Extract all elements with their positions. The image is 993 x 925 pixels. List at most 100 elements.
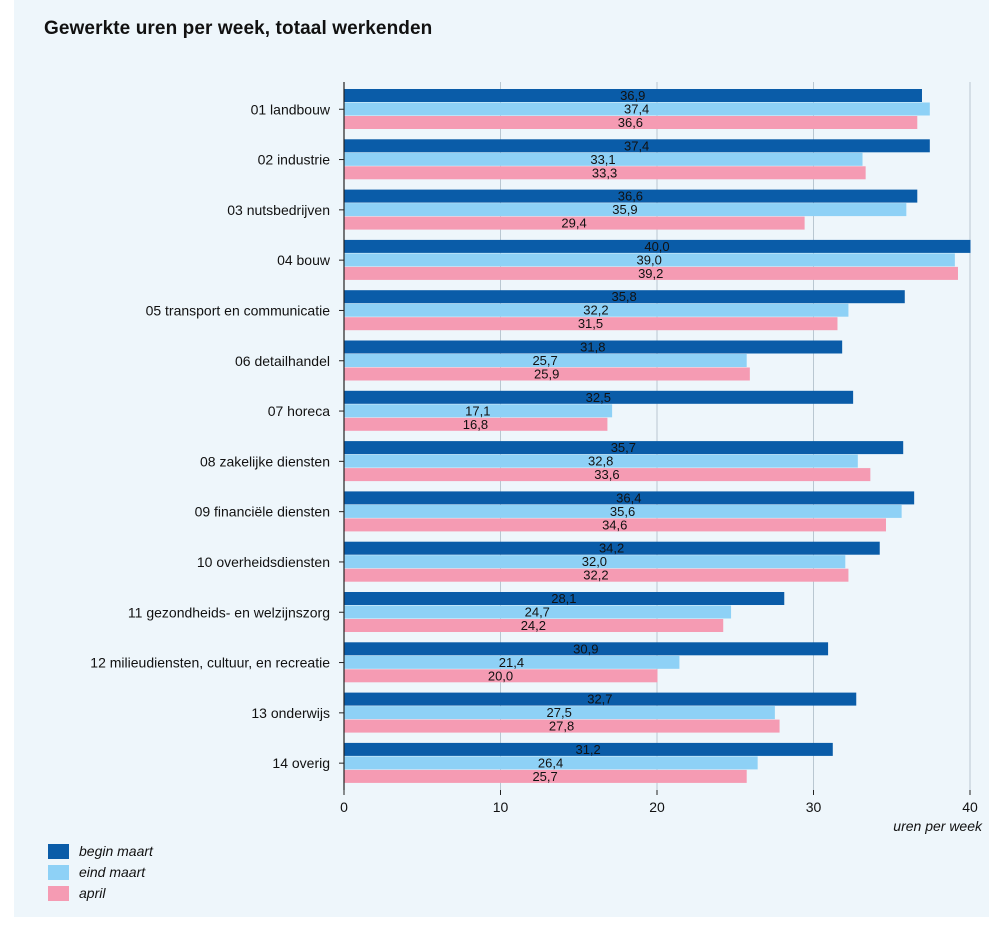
legend-item: eind maart	[48, 862, 153, 882]
bar-value-label: 35,8	[611, 289, 636, 304]
bar-value-label: 24,2	[521, 618, 546, 633]
legend-label: begin maart	[79, 843, 153, 859]
bar-value-label: 37,4	[624, 138, 649, 153]
bar-eind-maart	[344, 454, 858, 468]
bar-april	[344, 669, 658, 683]
bar-value-label: 39,2	[638, 266, 663, 281]
x-tick-label-40: 40	[962, 799, 978, 815]
bar-eind-maart	[344, 203, 907, 217]
bar-value-label: 20,0	[488, 668, 513, 683]
bar-eind-maart	[344, 706, 775, 720]
legend: begin maart eind maart april	[48, 841, 153, 904]
bar-begin-maart	[344, 491, 915, 505]
bar-value-label: 17,1	[465, 403, 490, 418]
category-label: 12 milieudiensten, cultuur, en recreatie	[90, 655, 330, 671]
bar-begin-maart	[344, 139, 930, 153]
category-label: 10 overheidsdiensten	[197, 554, 330, 570]
bar-eind-maart	[344, 354, 747, 367]
bar-begin-maart	[344, 692, 857, 706]
bar-eind-maart	[344, 253, 955, 267]
x-axis-label: uren per week	[893, 818, 983, 834]
bars	[344, 89, 971, 783]
bar-eind-maart	[344, 152, 863, 166]
legend-label: april	[79, 885, 106, 901]
bar-value-label: 32,0	[582, 554, 607, 569]
bar-value-label: 34,2	[599, 541, 624, 556]
bar-eind-maart	[344, 303, 849, 317]
bar-value-label: 32,7	[587, 692, 612, 707]
bar-value-label: 40,0	[644, 239, 669, 254]
category-label: 06 detailhandel	[235, 353, 330, 369]
bar-april	[344, 719, 780, 733]
bar-begin-maart	[344, 441, 904, 455]
bar-value-label: 32,2	[583, 303, 608, 318]
bar-april	[344, 769, 747, 783]
bar-value-label: 24,7	[525, 605, 550, 620]
bar-eind-maart	[344, 756, 758, 770]
bar-april	[344, 619, 724, 632]
bar-eind-maart	[344, 504, 902, 518]
legend-swatch	[48, 843, 69, 859]
legend-swatch	[48, 864, 69, 880]
x-tick-label-10: 10	[493, 799, 509, 815]
legend-item: april	[48, 883, 153, 903]
bar-value-label: 25,9	[534, 367, 559, 382]
x-tick-label-30: 30	[806, 799, 822, 815]
bar-april	[344, 468, 871, 482]
category-label: 11 gezondheids- en welzijnszorg	[128, 604, 330, 620]
category-label: 02 industrie	[258, 152, 331, 168]
bar-april	[344, 166, 866, 180]
chart-title: Gewerkte uren per week, totaal werkenden	[44, 18, 433, 39]
bar-value-label: 26,4	[538, 755, 563, 770]
category-label: 03 nutsbedrijven	[227, 202, 330, 218]
bar-value-label: 35,9	[612, 202, 637, 217]
bar-april	[344, 266, 958, 280]
bar-eind-maart	[344, 102, 930, 116]
bar-value-label: 25,7	[532, 353, 557, 368]
bar-value-label: 35,7	[611, 440, 636, 455]
bar-april	[344, 216, 805, 230]
bar-april	[344, 568, 849, 582]
bar-value-label: 27,5	[547, 705, 572, 720]
category-label: 08 zakelijke diensten	[200, 453, 330, 469]
gridlines	[500, 82, 971, 790]
x-tick-label-20: 20	[649, 799, 665, 815]
bar-eind-maart	[344, 555, 846, 569]
bar-value-label: 33,6	[594, 467, 619, 482]
legend-swatch	[48, 885, 69, 901]
bar-begin-maart	[344, 742, 833, 756]
bar-value-label: 35,6	[610, 504, 635, 519]
bar-begin-maart	[344, 89, 922, 102]
bar-begin-maart	[344, 642, 829, 656]
bar-value-label: 31,2	[575, 742, 600, 757]
bar-value-label: 16,8	[463, 417, 488, 432]
bar-value-label: 36,6	[618, 189, 643, 204]
bar-april	[344, 417, 608, 431]
category-label: 07 horeca	[268, 403, 330, 419]
bar-value-label: 33,1	[590, 152, 615, 167]
bar-april	[344, 518, 886, 532]
category-label: 05 transport en communicatie	[146, 302, 331, 318]
bar-value-label: 29,4	[561, 216, 586, 231]
bar-begin-maart	[344, 592, 785, 605]
bar-value-label: 32,8	[588, 454, 613, 469]
category-label: 13 onderwijs	[251, 705, 330, 721]
bar-april	[344, 367, 750, 381]
bar-value-label: 32,2	[583, 568, 608, 583]
bar-value-label: 25,7	[532, 769, 557, 784]
bar-eind-maart	[344, 605, 732, 619]
bar-value-label: 27,8	[549, 719, 574, 734]
category-label: 04 bouw	[277, 252, 331, 268]
bar-value-label: 28,1	[551, 591, 576, 606]
bar-april	[344, 116, 918, 129]
bar-value-label: 33,3	[592, 165, 617, 180]
category-label: 09 financiële diensten	[195, 504, 330, 520]
bar-value-label: 31,8	[580, 340, 605, 355]
bar-eind-maart	[344, 655, 680, 669]
axes	[339, 82, 971, 795]
bar-value-label: 21,4	[499, 655, 524, 670]
bar-eind-maart	[344, 404, 613, 418]
bar-april	[344, 317, 838, 331]
